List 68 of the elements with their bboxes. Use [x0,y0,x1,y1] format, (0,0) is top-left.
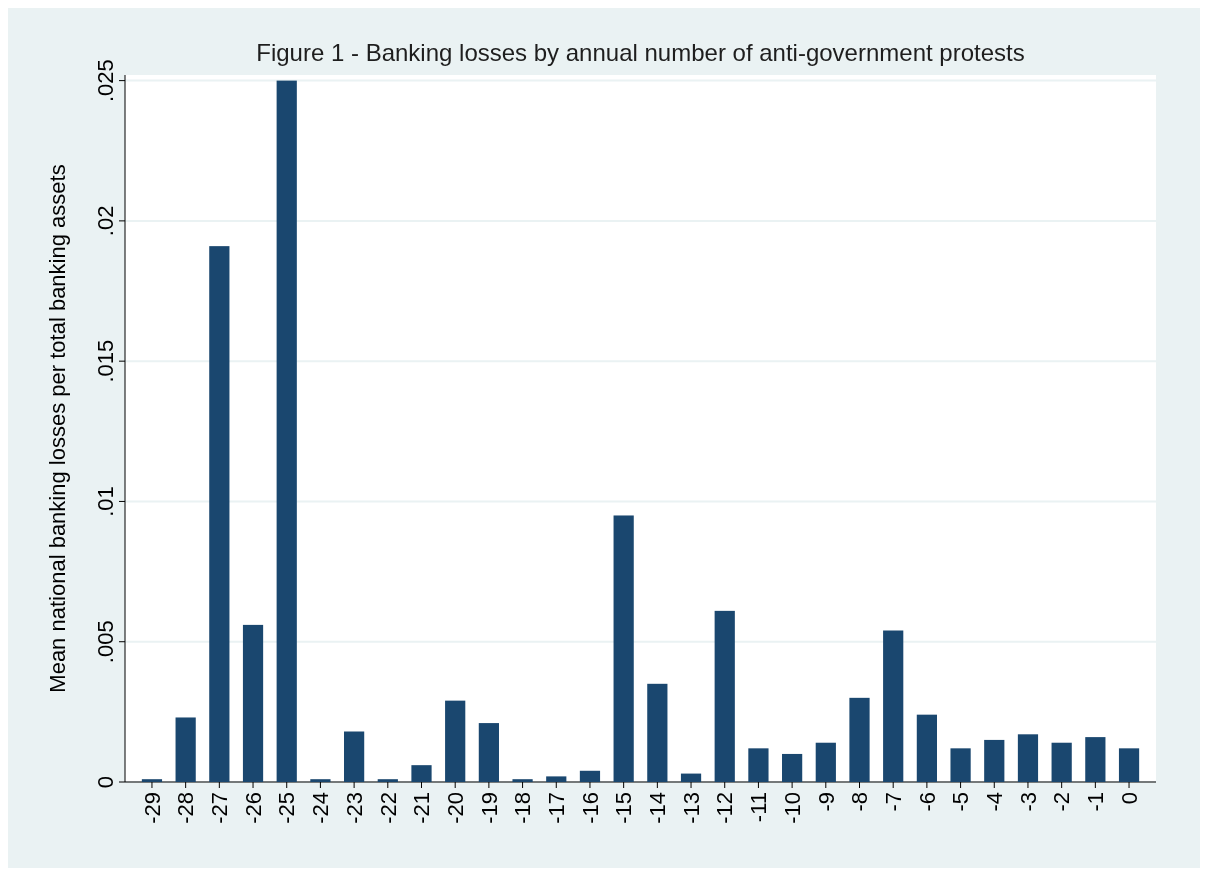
x-tick-label: -6 [914,792,940,812]
bar [546,776,567,782]
x-tick-label: -11 [746,792,772,823]
bar [815,742,836,782]
chart-title: Figure 1 - Banking losses by annual number of anti-government protests [256,39,1025,66]
x-tick-label: -19 [476,792,502,824]
x-tick-label: -14 [645,792,671,824]
bar [209,246,230,782]
bar [175,717,196,782]
x-tick-label: -2 [1049,792,1075,812]
y-tick-label: 0 [93,775,118,789]
x-tick-label: 0 [1116,792,1142,805]
x-tick-label: -5 [948,792,974,812]
x-tick-label: -28 [173,792,199,824]
bar [1017,734,1039,782]
bar [445,700,466,782]
x-tick-label: -13 [678,792,704,824]
bar [411,765,432,782]
bar [984,739,1005,782]
bar [782,753,803,782]
y-tick-label: .015 [93,339,118,383]
bar [680,773,702,782]
x-tick-label: -9 [813,792,839,812]
x-tick-label: -1 [1083,792,1109,812]
bar [647,683,668,782]
y-tick-label: .005 [93,620,118,664]
x-tick-label: -27 [207,792,233,824]
x-tick-label: -24 [308,792,334,824]
x-tick-label: -25 [274,792,300,824]
x-tick-label: -4 [981,792,1007,812]
bar [1085,737,1106,782]
x-tick-label: -20 [442,792,468,824]
x-tick-label: -15 [611,792,637,824]
bar [512,779,533,782]
x-tick-label: -16 [577,792,603,824]
bar [748,748,769,782]
bar [1118,748,1140,782]
bar [242,624,264,782]
x-tick-label: -17 [543,792,569,824]
bar [916,714,937,782]
y-tick-label: .01 [93,486,118,517]
x-tick-label: -23 [341,792,367,824]
x-tick-label: -26 [240,792,266,824]
bar [849,697,870,782]
y-tick-label: .02 [93,205,118,237]
x-tick-label: -10 [779,792,805,824]
bar [1051,742,1072,782]
bar [579,770,601,782]
x-tick-label: -18 [510,792,536,824]
bar [377,779,398,782]
bar [478,723,499,782]
x-tick-label: -22 [375,792,401,824]
x-tick-label: -3 [1015,792,1041,812]
x-tick-label: -8 [847,792,873,812]
bar [714,610,735,782]
x-tick-label: -7 [880,792,906,812]
bar [276,80,297,782]
bar [310,779,331,782]
bar [613,515,634,782]
bar [950,748,971,782]
bar [344,731,365,782]
x-tick-label: -29 [139,792,165,824]
x-tick-label: -21 [409,792,435,824]
bar [883,630,904,782]
bar [141,779,163,782]
y-tick-label: .025 [93,59,118,103]
y-axis-title: Mean national banking losses per total banking assets [45,164,70,693]
x-tick-label: -12 [712,792,738,824]
